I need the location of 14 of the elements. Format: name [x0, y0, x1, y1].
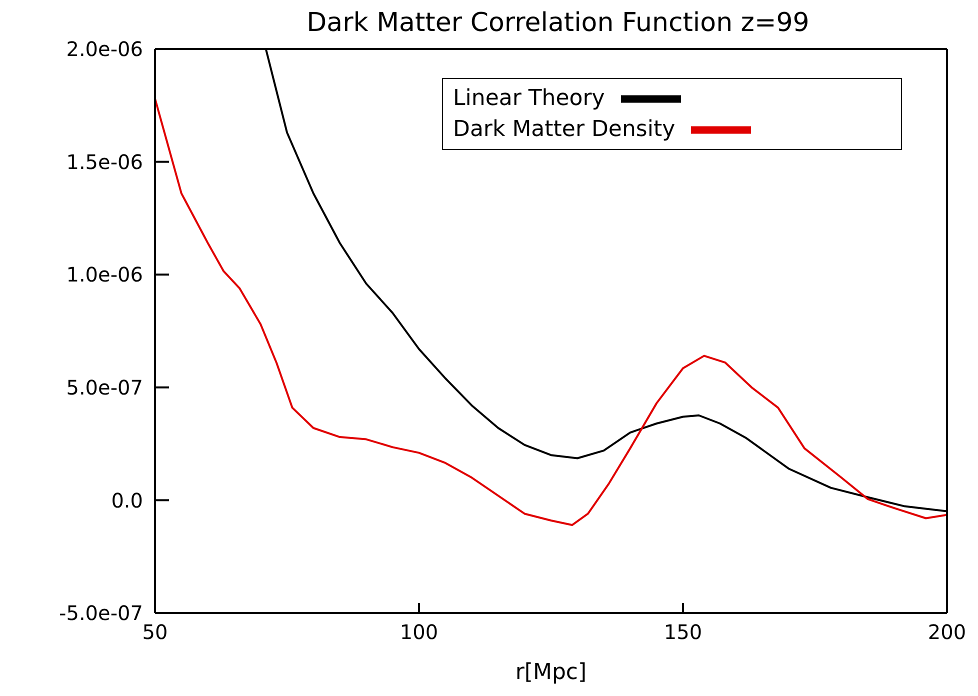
y-tick-label: 1.0e-06	[66, 262, 143, 287]
legend-label: Linear Theory	[453, 86, 605, 111]
x-tick-label: 200	[928, 620, 966, 644]
y-tick-label: 1.5e-06	[66, 150, 143, 174]
x-tick-label: 50	[142, 620, 168, 644]
y-tick-label: 5.0e-07	[66, 376, 143, 400]
x-axis-title: r[Mpc]	[515, 660, 587, 685]
y-tick-label: -5.0e-07	[59, 601, 143, 626]
legend-label: Dark Matter Density	[453, 117, 676, 142]
chart-title: Dark Matter Correlation Function z=99	[306, 8, 810, 38]
y-tick-label: 2.0e-06	[66, 37, 143, 62]
x-tick-label: 100	[400, 620, 438, 644]
y-tick-label: 0.0	[111, 488, 143, 512]
x-tick-label: 150	[664, 620, 702, 644]
